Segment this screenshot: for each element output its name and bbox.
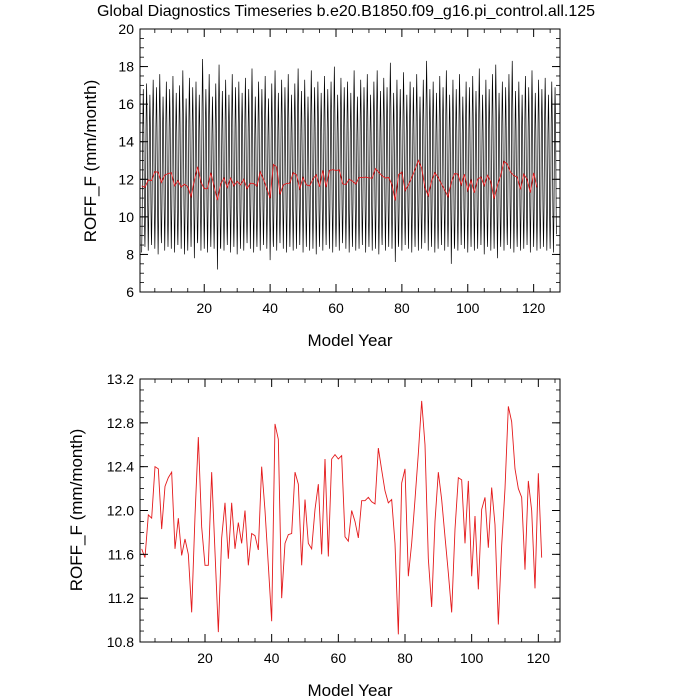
bottom-x-tick-label: 80 — [397, 650, 413, 666]
bottom-x-tick-label: 100 — [460, 650, 484, 666]
top-x-tick-label: 80 — [394, 300, 410, 316]
top-x-tick-label: 100 — [456, 300, 480, 316]
chart-title: Global Diagnostics Timeseries b.e20.B185… — [97, 3, 595, 20]
bottom-x-tick-label: 40 — [264, 650, 280, 666]
top-y-tick-label: 12 — [118, 171, 134, 187]
bottom-x-tick-label: 20 — [197, 650, 213, 666]
bottom-panel: Model Year ROFF_F (mm/month) 10.8 11.2 11.… — [67, 371, 561, 700]
bottom-y-tick-label: 10.8 — [107, 634, 134, 650]
bottom-y-tick-label: 11.2 — [108, 590, 134, 606]
bottom-series-annual-line — [141, 400, 543, 635]
top-series-monthly-line — [141, 59, 557, 270]
top-y-tick-label: 8 — [126, 246, 134, 262]
top-x-axis-title: Model Year — [307, 331, 392, 350]
top-y-tick-label: 14 — [118, 134, 134, 150]
bottom-x-axis-title: Model Year — [307, 681, 392, 700]
top-x-tick-label: 20 — [196, 300, 212, 316]
top-panel: Model Year ROFF_F (mm/month) 6 8 10 12 14 16 1… — [81, 21, 561, 350]
bottom-x-tick-label: 60 — [331, 650, 347, 666]
top-y-tick-label: 10 — [118, 209, 134, 225]
top-y-tick-label: 6 — [126, 284, 134, 300]
top-y-tick-label: 16 — [118, 96, 134, 112]
bottom-y-tick-label: 12.4 — [107, 459, 134, 475]
bottom-y-axis-title: ROFF_F (mm/month) — [67, 429, 86, 591]
top-x-tick-label: 120 — [522, 300, 546, 316]
top-y-tick-label: 20 — [118, 21, 134, 37]
bottom-plot-frame — [139, 378, 561, 643]
bottom-y-tick-label: 12.8 — [107, 415, 134, 431]
bottom-y-tick-label: 13.2 — [107, 371, 134, 387]
top-x-tick-label: 40 — [262, 300, 278, 316]
top-series-annual-line — [141, 159, 538, 201]
top-x-tick-label: 60 — [328, 300, 344, 316]
top-y-tick-label: 18 — [118, 59, 134, 75]
top-y-axis-title: ROFF_F (mm/month) — [81, 80, 100, 242]
bottom-y-tick-label: 11.6 — [108, 546, 134, 562]
bottom-y-tick-label: 12.0 — [107, 503, 134, 519]
bottom-x-tick-label: 120 — [527, 650, 551, 666]
